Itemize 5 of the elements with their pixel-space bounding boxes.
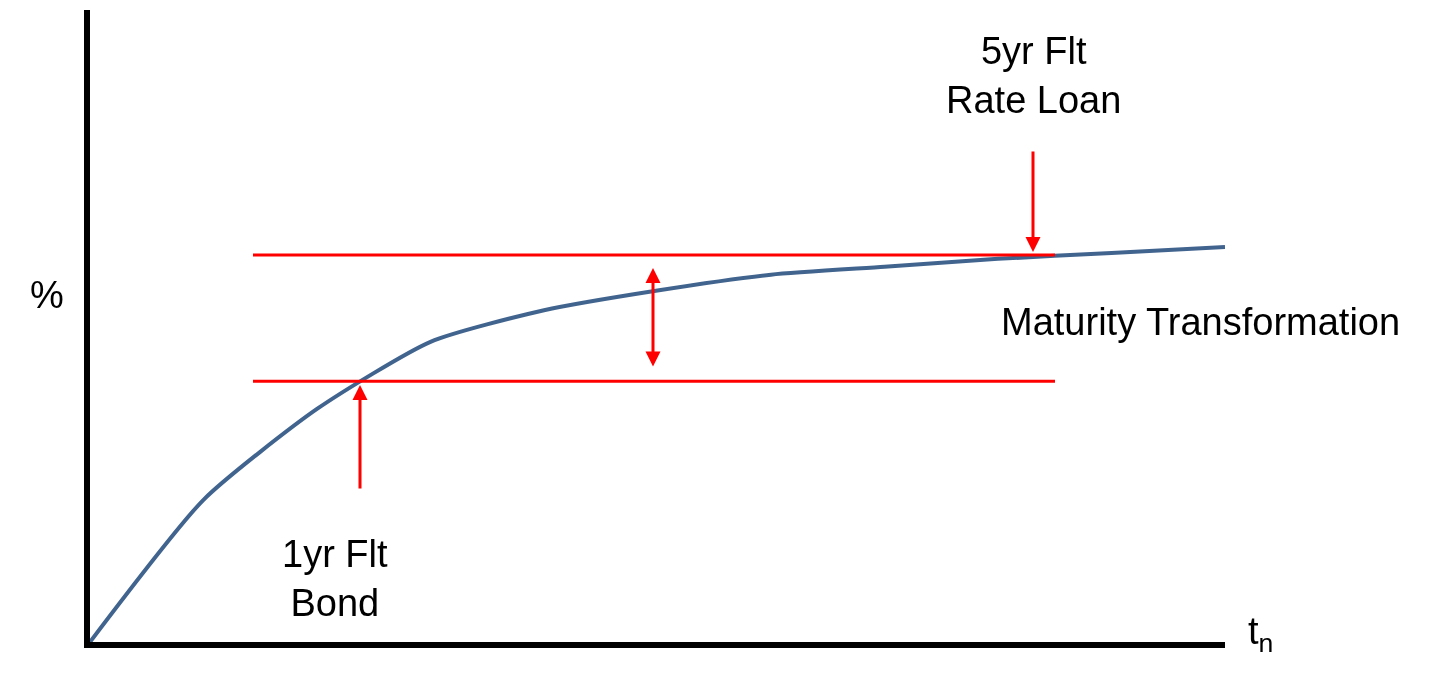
annotation: Maturity Transformation bbox=[1001, 301, 1401, 343]
y-axis-title: % bbox=[30, 274, 64, 316]
text: 5yr Flt Rate Loan bbox=[946, 30, 1122, 122]
annotation: 1yr Flt Bond bbox=[282, 533, 388, 625]
x-axis-title: t$_{n}$ bbox=[1248, 610, 1274, 658]
